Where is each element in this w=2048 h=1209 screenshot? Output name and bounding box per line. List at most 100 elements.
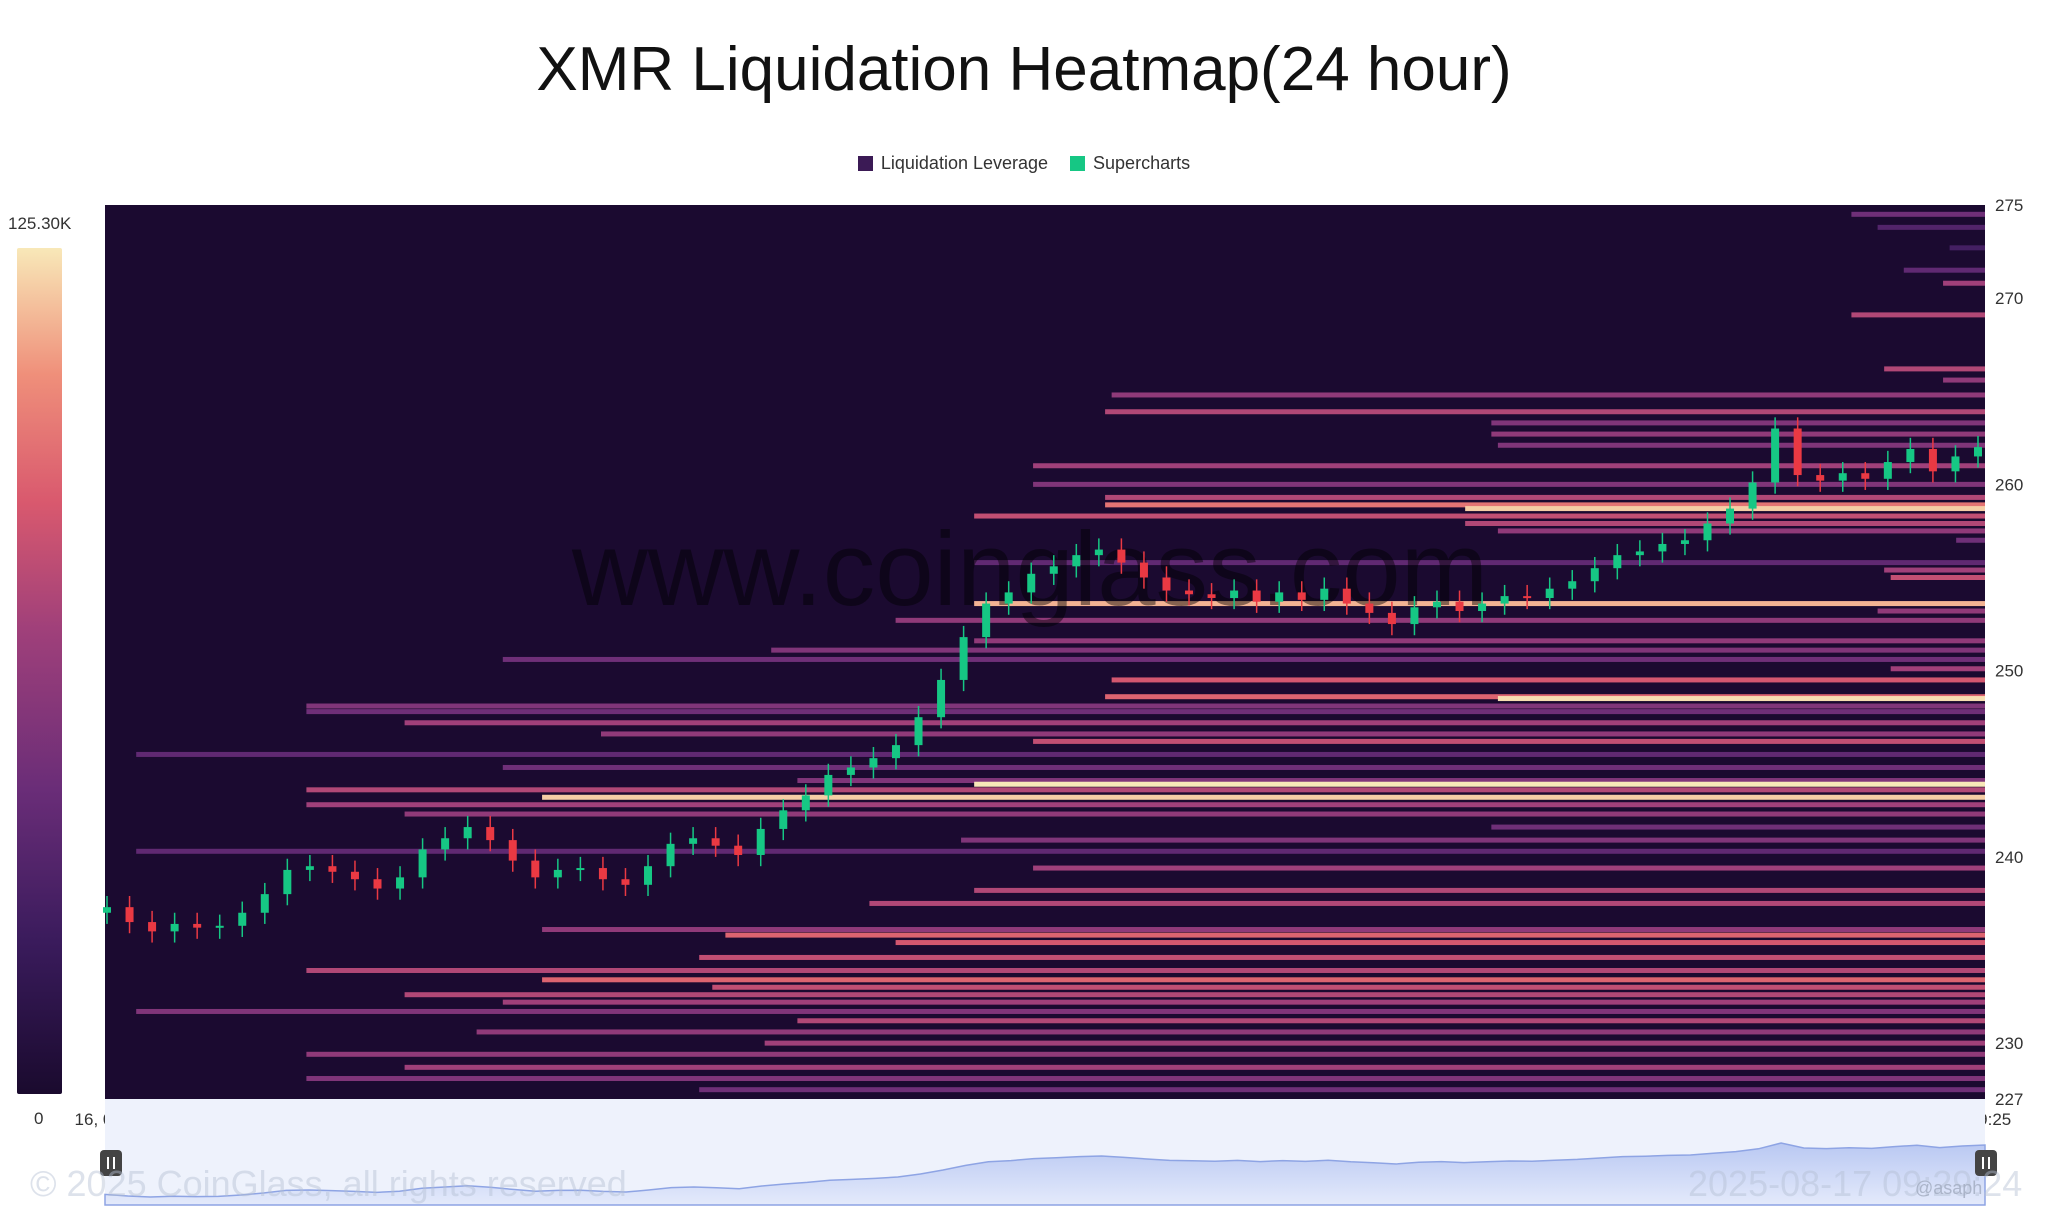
candle-body-43 [1072, 555, 1081, 567]
copyright-watermark: © 2025 CoinGlass, all rights reserved [30, 1163, 627, 1204]
legend-item-liquidation-leverage[interactable]: Liquidation Leverage [857, 153, 1048, 174]
candle-body-24 [644, 866, 653, 885]
candle-body-33 [846, 767, 855, 775]
liquidation-level-24 [1890, 575, 1985, 580]
liquidation-level-52 [974, 887, 1985, 893]
liquidation-level-35 [306, 703, 1985, 709]
liquidation-level-69 [306, 1076, 1985, 1082]
candle-body-57 [1387, 612, 1396, 625]
candle-body-14 [418, 849, 427, 878]
candle-body-15 [441, 838, 450, 850]
liquidation-level-47 [404, 811, 1986, 817]
candle-body-48 [1185, 590, 1194, 595]
legend: Liquidation Leverage Supercharts [0, 153, 2048, 174]
candle-body-19 [531, 860, 540, 878]
liquidation-level-12 [1497, 442, 1985, 448]
candle-body-82 [1951, 456, 1960, 472]
liquidation-level-62 [502, 999, 1985, 1005]
candle-body-16 [463, 827, 472, 839]
candle-body-76 [1816, 475, 1825, 481]
candle-body-13 [396, 877, 405, 889]
liquidation-level-65 [476, 1029, 1986, 1035]
candle-body-64 [1545, 588, 1554, 598]
chart-title: XMR Liquidation Heatmap(24 hour) [536, 35, 1512, 104]
liquidation-levels [136, 211, 1986, 1093]
liquidation-level-68 [404, 1064, 1986, 1070]
legend-swatch-liquidation-leverage [857, 156, 873, 171]
candle-body-73 [1748, 482, 1757, 509]
candle-body-12 [373, 879, 382, 889]
candle-body-62 [1500, 596, 1509, 604]
candle-body-42 [1049, 566, 1058, 574]
liquidation-level-20 [1497, 528, 1985, 534]
candle-body-79 [1883, 462, 1892, 479]
candle-body-56 [1365, 603, 1374, 613]
candle-body-66 [1590, 568, 1599, 582]
color-scale-min-label: 0 [34, 1109, 43, 1128]
legend-item-supercharts[interactable]: Supercharts [1070, 153, 1190, 174]
candle-body-3 [170, 923, 179, 932]
candle-body-61 [1478, 603, 1487, 612]
candle-body-1 [125, 907, 134, 923]
candle-body-37 [937, 679, 946, 718]
candle-body-20 [553, 869, 562, 878]
candle-body-36 [914, 717, 923, 746]
liquidation-level-16 [1105, 502, 1985, 508]
y-tick-label-1: 270 [1995, 289, 2023, 308]
candle-body-72 [1726, 508, 1735, 524]
candle-body-26 [689, 838, 698, 844]
candle-body-25 [666, 843, 675, 867]
candle-body-70 [1680, 540, 1689, 544]
candle-body-29 [756, 828, 765, 856]
candle-body-68 [1635, 551, 1644, 556]
candle-body-8 [283, 869, 292, 895]
liquidation-level-32 [1111, 677, 1985, 683]
candle-body-81 [1928, 448, 1937, 472]
candle-body-6 [238, 912, 247, 926]
liquidation-level-50 [136, 848, 1986, 854]
candle-body-75 [1793, 428, 1802, 476]
candle-body-46 [1139, 562, 1148, 578]
liquidation-level-21 [1956, 537, 1985, 543]
liquidation-level-6 [1884, 366, 1985, 372]
liquidation-level-2 [1949, 245, 1985, 251]
liquidation-level-1 [1877, 224, 1985, 230]
liquidation-level-39 [1033, 738, 1985, 744]
candle-body-21 [576, 868, 585, 871]
liquidation-level-44 [306, 787, 1985, 793]
liquidation-level-48 [1491, 824, 1985, 830]
candle-body-74 [1771, 428, 1780, 483]
y-tick-label-0: 275 [1995, 196, 2023, 215]
navigator-right-handle[interactable] [1975, 1150, 1997, 1176]
candle-body-77 [1838, 473, 1847, 481]
candle-body-5 [215, 925, 224, 928]
navigator-left-handle[interactable] [100, 1150, 122, 1176]
price-candles [103, 417, 1982, 943]
candle-body-60 [1455, 601, 1464, 612]
candle-body-27 [711, 838, 720, 846]
liquidation-level-46 [306, 802, 1985, 808]
liquidation-level-3 [1903, 267, 1985, 273]
legend-swatch-supercharts [1070, 156, 1086, 171]
liquidation-level-53 [869, 900, 1985, 906]
candle-body-59 [1432, 601, 1441, 608]
y-tick-label-6: 227 [1995, 1090, 2023, 1109]
liquidation-level-15 [1105, 494, 1985, 500]
liquidation-level-40 [136, 751, 1986, 757]
candle-body-65 [1568, 581, 1577, 589]
candle-body-58 [1410, 607, 1419, 625]
navigator-area [104, 1142, 1986, 1206]
liquidation-level-18 [974, 513, 1985, 519]
liquidation-level-5 [1851, 312, 1985, 318]
candle-body-45 [1117, 549, 1126, 563]
liquidation-level-36 [306, 709, 1985, 715]
candle-body-2 [148, 922, 157, 932]
candle-body-39 [982, 603, 991, 638]
candle-body-17 [486, 827, 495, 841]
candle-body-44 [1094, 549, 1103, 556]
candle-body-4 [193, 923, 202, 928]
candle-body-80 [1906, 448, 1915, 463]
liquidation-level-51 [1033, 865, 1985, 871]
candle-body-78 [1861, 473, 1870, 479]
